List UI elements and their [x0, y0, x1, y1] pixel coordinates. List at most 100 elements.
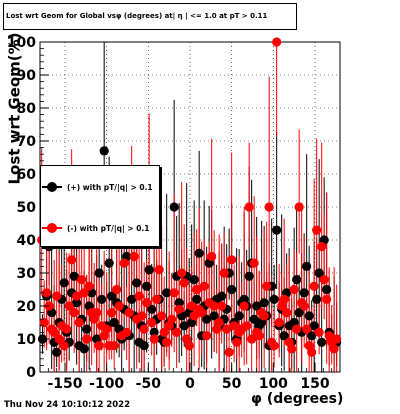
data-point-plus: [72, 298, 82, 308]
y-axis-label: Lost wrt Geom(%): [5, 32, 24, 185]
data-point-minus: [102, 324, 112, 334]
data-point-minus: [157, 311, 167, 321]
data-point-minus: [279, 294, 289, 304]
data-point-minus: [49, 327, 59, 337]
data-point-minus: [259, 311, 269, 321]
data-point-plus: [292, 275, 302, 285]
data-point-minus: [179, 278, 189, 288]
data-point-plus: [104, 258, 114, 268]
data-point-plus: [94, 268, 104, 278]
data-point-minus: [332, 334, 342, 344]
y-tick-label: 0: [26, 365, 36, 381]
data-point-minus: [74, 317, 84, 328]
data-point-minus: [282, 308, 292, 318]
black-dot-icon: [42, 182, 62, 192]
data-point-minus: [112, 284, 122, 295]
data-point-minus: [44, 301, 54, 311]
data-point-plus: [209, 311, 219, 321]
data-point-plus: [202, 314, 212, 324]
legend-label-plus: (+) with pT/|q| > 0.1: [67, 182, 153, 192]
data-point-plus: [317, 337, 327, 347]
data-point-minus: [84, 281, 94, 291]
data-point-minus: [52, 291, 62, 301]
data-point-minus: [317, 242, 327, 252]
data-point-minus: [197, 308, 207, 318]
data-point-minus: [254, 331, 264, 341]
data-point-plus: [149, 327, 159, 337]
y-tick-label: 30: [17, 266, 37, 282]
data-point-minus: [244, 202, 254, 212]
y-tick-label: 60: [17, 167, 37, 183]
y-tick-label: 80: [17, 101, 37, 117]
data-point-plus: [294, 308, 304, 318]
data-point-minus: [229, 321, 239, 331]
y-tick-label: 90: [17, 68, 37, 84]
data-point-plus: [107, 291, 117, 301]
data-point-minus: [94, 341, 104, 351]
data-point-plus: [194, 248, 204, 258]
data-point-minus: [159, 327, 169, 337]
data-point-minus: [134, 291, 144, 301]
data-point-minus: [114, 301, 124, 311]
data-point-minus: [162, 337, 172, 347]
data-point-minus: [209, 301, 219, 311]
data-point-minus: [69, 308, 79, 318]
data-point-plus: [322, 284, 332, 295]
data-point-minus: [167, 314, 177, 324]
data-point-plus: [227, 284, 237, 295]
data-point-minus: [199, 281, 209, 291]
legend-entry-plus: (+) with pT/|q| > 0.1: [42, 180, 153, 194]
data-point-minus: [174, 304, 184, 314]
x-axis-label: φ (degrees): [251, 391, 344, 407]
data-point-minus: [184, 341, 194, 351]
data-point-minus: [172, 327, 182, 337]
data-point-minus: [294, 202, 304, 212]
data-point-minus: [109, 341, 119, 351]
data-point-minus: [122, 327, 132, 337]
data-point-minus: [139, 324, 149, 334]
data-point-plus: [79, 344, 89, 354]
data-point-plus: [299, 288, 309, 298]
data-point-minus: [64, 301, 74, 311]
data-point-plus: [249, 314, 259, 324]
data-point-plus: [259, 298, 269, 308]
data-point-plus: [302, 261, 312, 271]
x-tick-label: 100: [259, 376, 288, 392]
data-point-minus: [192, 284, 202, 295]
data-point-minus: [247, 334, 257, 344]
data-point-minus: [82, 334, 92, 344]
x-tick-label: 150: [300, 376, 329, 392]
data-point-minus: [142, 298, 152, 308]
data-point-plus: [279, 331, 289, 341]
data-point-plus: [174, 298, 184, 308]
legend-entry-minus: (-) with pT/|q| > 0.1: [42, 221, 149, 235]
data-point-plus: [169, 202, 179, 212]
data-point-minus: [249, 258, 259, 268]
data-point-minus: [129, 251, 139, 262]
red-dot-icon: [42, 223, 62, 233]
data-point-minus: [312, 225, 322, 235]
data-point-minus: [314, 327, 324, 337]
x-tick-label: -50: [136, 376, 162, 392]
data-point-minus: [274, 317, 284, 328]
data-point-minus: [322, 294, 332, 304]
data-point-plus: [252, 301, 262, 311]
data-point-minus: [214, 317, 224, 328]
data-point-minus: [59, 341, 69, 351]
data-point-minus: [152, 294, 162, 304]
data-point-plus: [217, 291, 227, 301]
data-point-minus: [224, 347, 234, 357]
data-point-plus: [307, 331, 317, 341]
data-point-minus: [62, 324, 72, 334]
data-point-plus: [192, 294, 202, 304]
data-point-minus: [119, 258, 129, 268]
data-point-minus: [309, 281, 319, 291]
data-point-minus: [107, 308, 117, 318]
data-point-minus: [169, 288, 179, 298]
data-point-minus: [154, 265, 164, 275]
y-tick-label: 70: [17, 134, 37, 150]
data-point-plus: [179, 321, 189, 331]
data-point-minus: [319, 275, 329, 285]
x-tick-label: 50: [222, 376, 242, 392]
